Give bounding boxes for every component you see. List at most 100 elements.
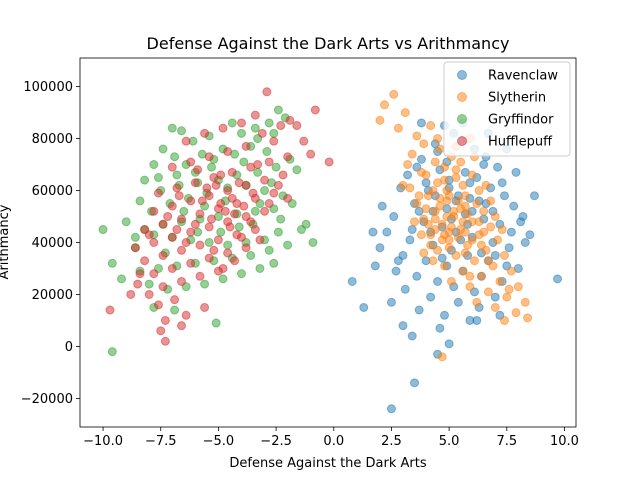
data-point: [197, 196, 207, 206]
data-point: [444, 243, 454, 253]
legend-marker: [457, 136, 467, 146]
data-point: [440, 162, 449, 172]
x-tick-label: −10.0: [83, 434, 123, 449]
data-point: [504, 243, 514, 253]
data-point: [474, 217, 484, 227]
data-point: [516, 217, 526, 227]
data-point: [170, 305, 180, 315]
data-point: [433, 178, 443, 188]
data-point: [177, 276, 187, 286]
data-point: [467, 170, 477, 180]
data-point: [426, 240, 436, 250]
data-point: [370, 261, 380, 271]
data-point: [133, 279, 143, 289]
data-point: [493, 235, 503, 245]
data-point: [414, 191, 424, 201]
data-point: [140, 256, 150, 266]
points-layer: [98, 87, 563, 414]
data-point: [479, 206, 489, 216]
data-point: [433, 276, 443, 286]
data-point: [209, 245, 219, 255]
data-point: [121, 217, 131, 227]
data-point: [172, 183, 182, 193]
data-point: [416, 230, 426, 240]
data-point: [435, 144, 445, 154]
data-point: [144, 279, 154, 289]
data-point: [262, 87, 272, 97]
data-point: [190, 178, 200, 188]
data-point: [250, 123, 260, 133]
legend-item-ravenclaw: Ravenclaw: [457, 69, 558, 84]
data-point: [474, 186, 484, 196]
data-point: [389, 212, 399, 222]
data-point: [400, 108, 410, 118]
data-point: [368, 227, 378, 237]
data-point: [117, 274, 127, 284]
data-point: [149, 238, 159, 247]
data-point: [446, 276, 456, 286]
data-point: [511, 167, 521, 177]
data-point: [204, 191, 214, 201]
data-point: [204, 222, 214, 232]
data-point: [181, 238, 191, 247]
data-point: [463, 209, 473, 219]
data-point: [430, 225, 440, 235]
data-point: [460, 248, 470, 258]
legend-item-slytherin: Slytherin: [457, 91, 546, 106]
legend-item-gryffindor: Gryffindor: [457, 113, 554, 128]
data-point: [523, 313, 533, 323]
data-point: [400, 284, 410, 294]
data-point: [493, 162, 503, 172]
data-point: [195, 271, 205, 281]
data-point: [130, 232, 140, 242]
data-point: [200, 302, 210, 312]
data-point: [186, 196, 196, 206]
data-point: [218, 274, 228, 284]
x-tick-label: 0.0: [323, 434, 344, 449]
data-point: [292, 165, 302, 175]
data-point: [227, 167, 237, 177]
legend-marker: [457, 114, 467, 124]
data-point: [264, 157, 274, 167]
data-point: [476, 271, 486, 281]
legend-box: [443, 61, 571, 157]
data-point: [160, 315, 170, 325]
data-point: [260, 175, 270, 185]
data-point: [479, 227, 489, 237]
x-tick-label: 7.5: [496, 434, 517, 449]
y-tick-label: 0: [65, 340, 73, 355]
data-point: [502, 292, 512, 302]
data-point: [511, 308, 521, 318]
data-point: [419, 139, 429, 149]
data-point: [255, 235, 265, 245]
data-point: [264, 199, 274, 209]
data-point: [200, 128, 210, 138]
data-point: [299, 136, 309, 146]
data-point: [207, 162, 216, 172]
data-point: [410, 217, 420, 227]
data-point: [419, 248, 429, 258]
data-point: [135, 196, 145, 206]
data-point: [391, 266, 401, 276]
data-point: [407, 149, 417, 159]
data-point: [513, 282, 523, 292]
data-point: [200, 279, 210, 289]
data-point: [269, 128, 279, 138]
data-point: [216, 170, 226, 180]
legend-label: Hufflepuff: [488, 135, 553, 150]
data-point: [389, 89, 399, 99]
data-point: [347, 276, 357, 286]
data-point: [377, 201, 387, 211]
data-point: [158, 219, 168, 229]
data-point: [456, 157, 466, 167]
data-point: [227, 193, 237, 203]
data-point: [435, 201, 445, 211]
data-point: [520, 238, 530, 247]
data-point: [236, 128, 246, 138]
data-point: [525, 230, 535, 240]
data-point: [403, 170, 413, 180]
data-point: [460, 191, 470, 201]
data-point: [495, 276, 505, 286]
data-point: [393, 256, 403, 266]
data-point: [433, 245, 443, 255]
